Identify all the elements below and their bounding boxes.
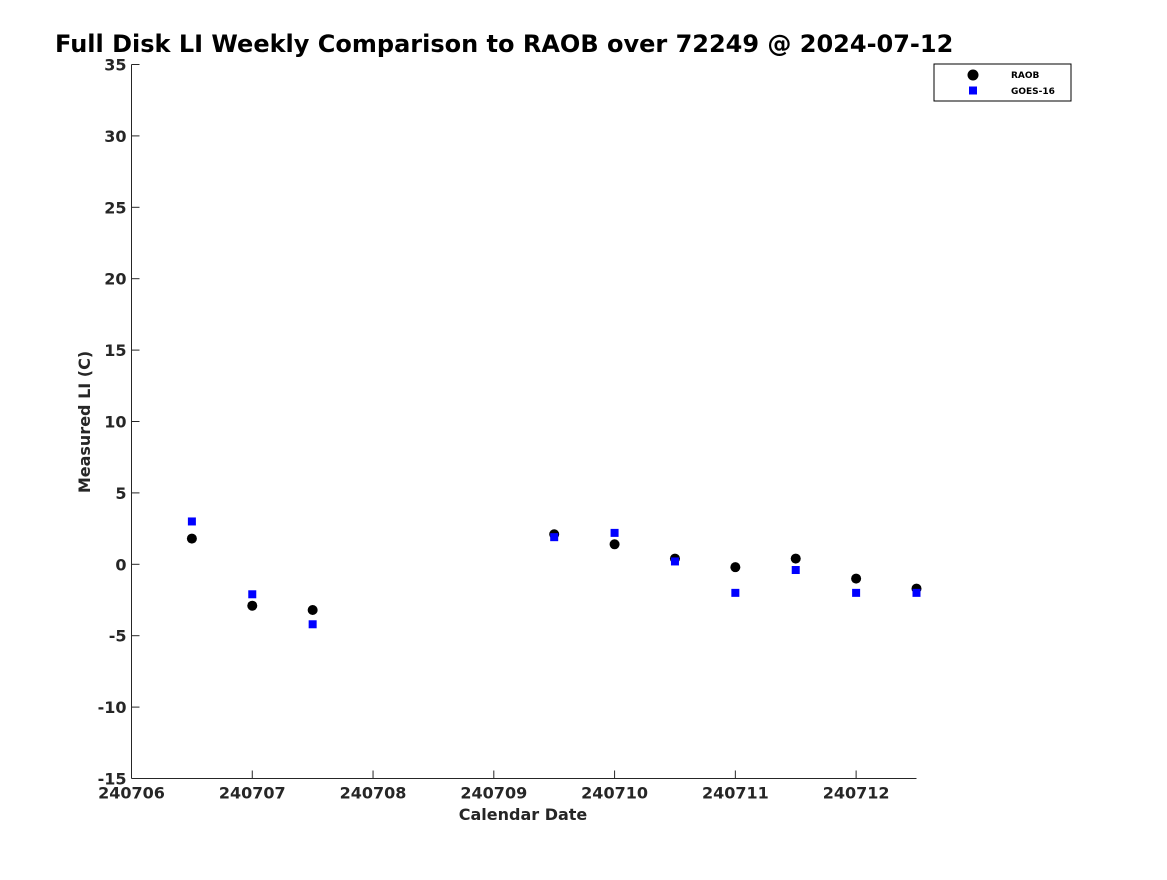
x-tick-label: 240712 — [823, 784, 890, 803]
y-axis-label: Measured LI (C) — [75, 351, 94, 493]
y-tick-label: 5 — [115, 484, 126, 503]
y-tick-label: 10 — [104, 413, 126, 432]
x-tick-label: 240708 — [340, 784, 407, 803]
x-tick-label: 240709 — [460, 784, 527, 803]
y-tick-label: 35 — [104, 56, 126, 75]
axes: -15 -10 -5 0 5 10 15 20 25 30 35 240706 240707 240708… — [98, 56, 917, 803]
goes-16-point — [731, 588, 740, 597]
x-axis-label: Calendar Date — [459, 805, 588, 824]
goes-16-point — [248, 590, 257, 599]
raob-point — [247, 600, 258, 611]
goes-16-point — [670, 557, 679, 566]
goes-16-point — [550, 533, 559, 542]
raob-point — [730, 562, 741, 573]
goes-16-point — [187, 517, 196, 526]
x-tick-label: 240707 — [219, 784, 286, 803]
y-tick-label: 0 — [115, 555, 126, 574]
goes-16-point — [912, 588, 921, 597]
raob-point — [790, 553, 801, 564]
data-points — [186, 517, 922, 629]
x-tick-label: 240706 — [98, 784, 165, 803]
chart-title: Full Disk LI Weekly Comparison to RAOB o… — [55, 30, 953, 58]
y-tick-label: 30 — [104, 127, 126, 146]
goes-16-point — [791, 566, 800, 575]
y-tick-label: 15 — [104, 341, 126, 360]
raob-point — [609, 539, 620, 550]
x-tick-label: 240711 — [702, 784, 769, 803]
raob-point — [307, 604, 318, 615]
x-tick-label: 240710 — [581, 784, 648, 803]
legend-box — [933, 63, 1072, 102]
y-tick-label: -15 — [98, 770, 127, 789]
raob-point — [851, 573, 862, 584]
y-tick-label: 25 — [104, 198, 126, 217]
legend-marker-goes — [969, 86, 977, 95]
y-tick-label: 20 — [104, 270, 126, 289]
goes-16-point — [308, 620, 317, 629]
raob-point — [186, 533, 197, 544]
y-tick-label: -5 — [109, 627, 127, 646]
y-tick-label: -10 — [98, 698, 127, 717]
legend-marker-raob — [967, 69, 979, 81]
legend-label-raob: RAOB — [1011, 71, 1040, 81]
goes-16-point — [610, 528, 619, 537]
goes-16-point — [852, 588, 861, 597]
legend: RAOB GOES-16 — [933, 63, 1072, 102]
legend-label-goes: GOES-16 — [1011, 87, 1055, 97]
